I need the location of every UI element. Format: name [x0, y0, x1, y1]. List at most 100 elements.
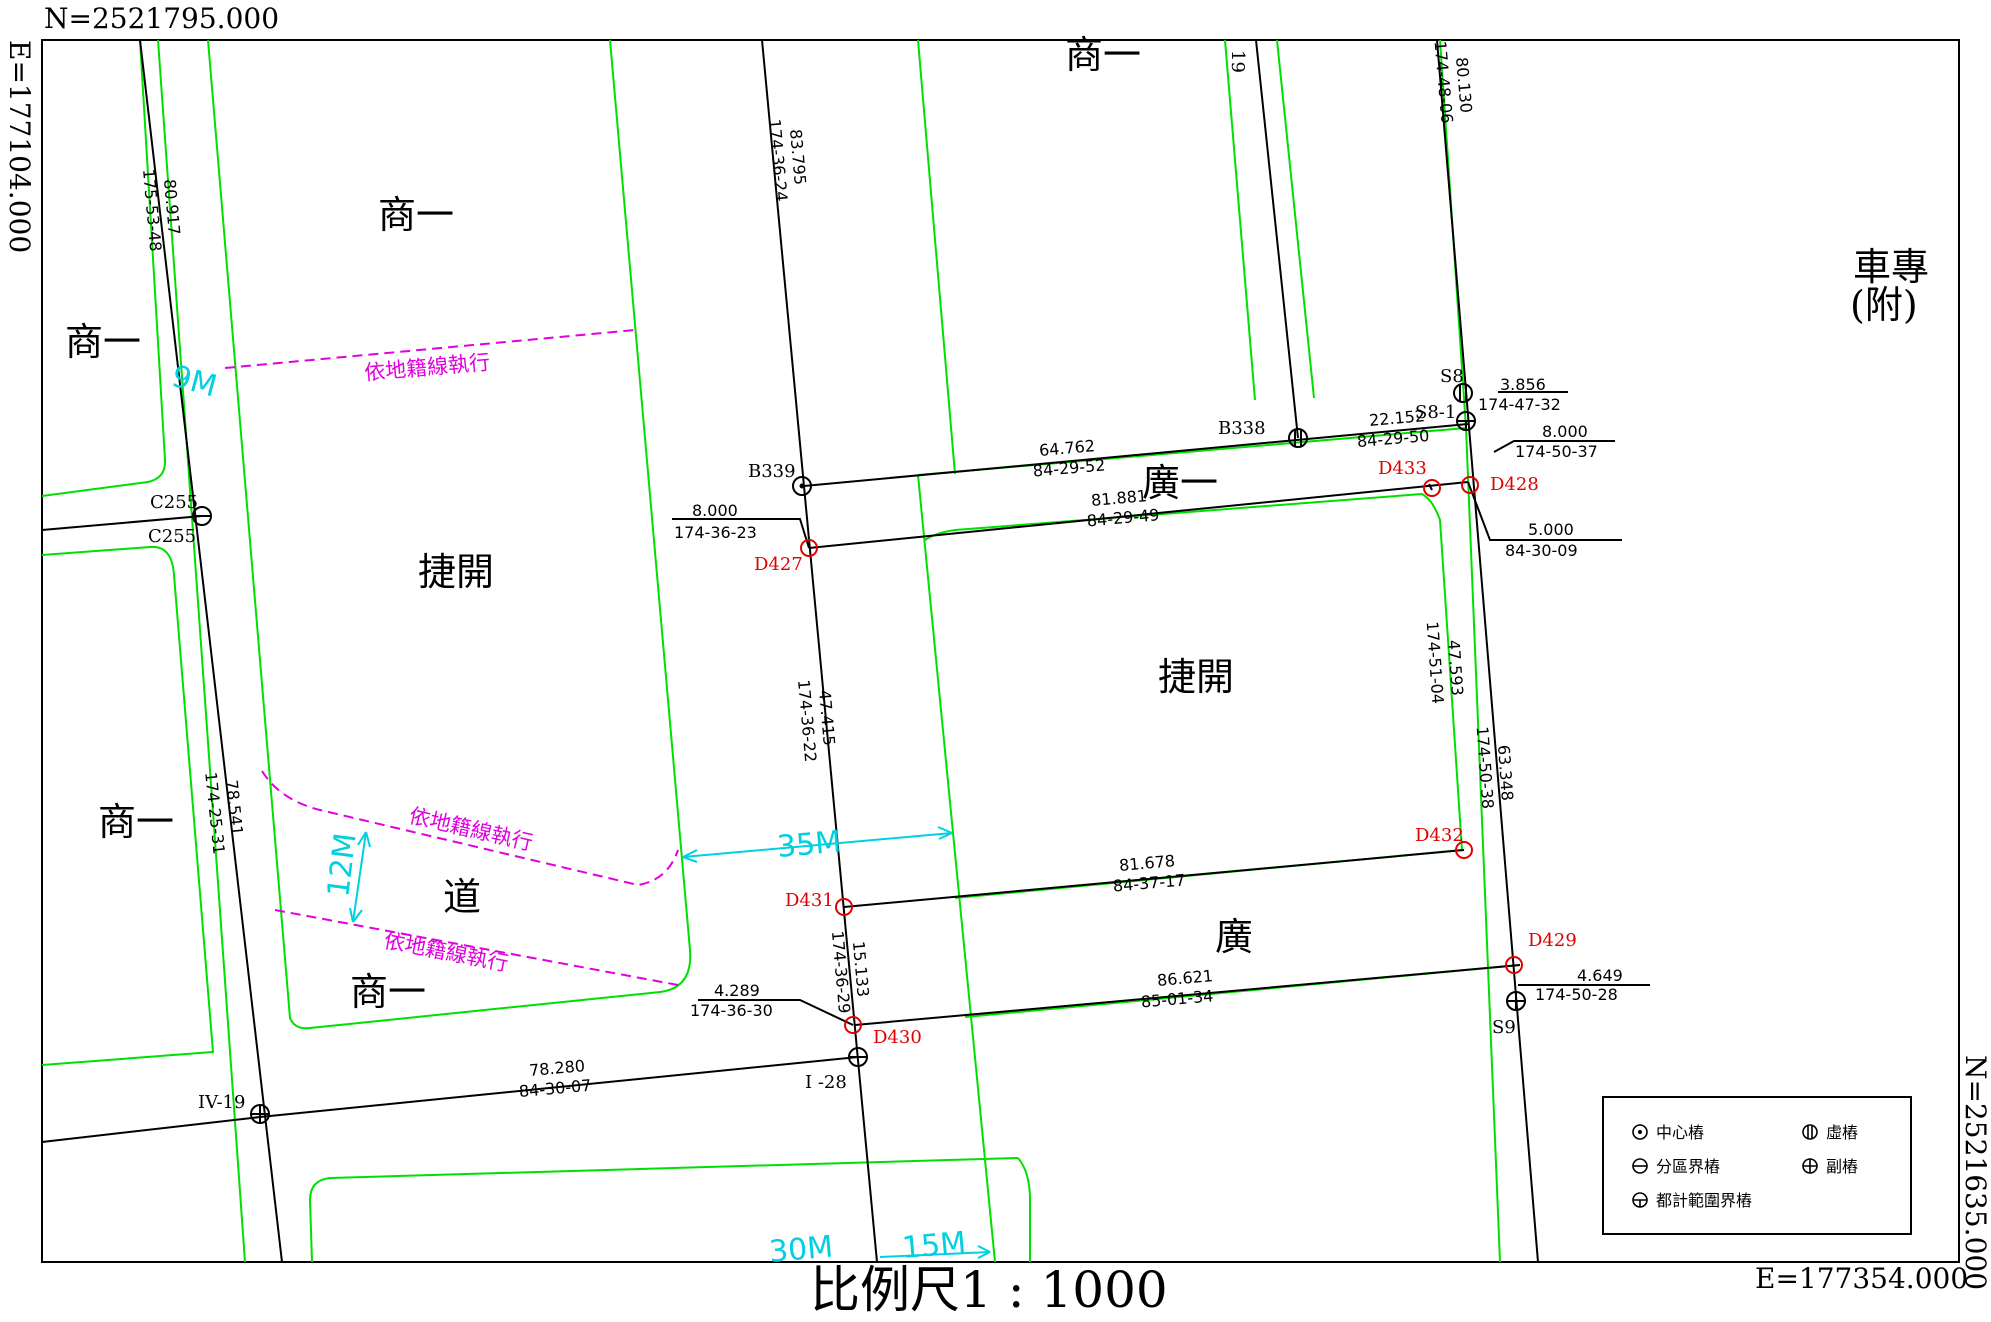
cadastral-lines: [224, 329, 679, 986]
legend-box: [1602, 1096, 1912, 1235]
distance-label: 4.649: [1577, 966, 1623, 985]
cadastral-annotation: 依地籍線執行: [407, 803, 535, 855]
point-label: D431: [785, 890, 834, 911]
point-label: C255: [148, 526, 196, 547]
red-points: [800, 476, 1523, 1034]
distance-label: 15.133: [849, 940, 873, 997]
red-point-icon: [835, 898, 853, 916]
distance-label: 8.000: [692, 501, 738, 520]
distance-label: 81.678: [1118, 851, 1175, 875]
bearing-label: 174-51-04: [1423, 621, 1448, 705]
width-label: 35M: [776, 825, 843, 865]
zone-label: 車專: [1853, 245, 1929, 289]
legend: 中心樁 虛樁 分區界樁 副樁 都計範圍界樁: [1602, 1096, 1912, 1235]
distance-label: 83.795: [786, 128, 810, 185]
scale-label: 比例尺1 : 1000: [810, 1261, 1168, 1319]
distance-label: 5.000: [1528, 520, 1574, 539]
point-label: C255: [150, 492, 198, 513]
district-point-icon: [1632, 1158, 1648, 1174]
east-coordinate-left: E=177104.000: [3, 40, 36, 254]
point-label: D427: [754, 554, 803, 575]
point-label: S8: [1440, 366, 1464, 387]
district-point-icon: [848, 1047, 868, 1067]
virtual-point-icon: [1453, 383, 1473, 403]
bearing-label: 85-01-34: [1140, 986, 1214, 1011]
cadastral-annotation: 依地籍線執行: [363, 350, 491, 385]
width-label: 30M: [768, 1230, 835, 1270]
virtual-point-icon: [1288, 428, 1308, 448]
center-point-icon: [1632, 1124, 1648, 1140]
east-coordinate-bottom: E=177354.000: [1755, 1262, 1969, 1295]
bearing-label: 174-36-23: [674, 523, 757, 542]
survey-lines: [41, 39, 1650, 1263]
red-point-icon: [800, 539, 818, 557]
distance-label: 3.856: [1500, 375, 1546, 394]
red-point-icon: [844, 1016, 862, 1034]
legend-label: 虛樁: [1826, 1123, 1858, 1142]
secondary-point-icon: [1506, 991, 1526, 1011]
red-point-icon: [1423, 479, 1441, 497]
zone-label: 商一: [350, 970, 426, 1014]
survey-points: [192, 383, 1526, 1124]
point-label: I -28: [805, 1072, 847, 1093]
zone-label: 商一: [65, 320, 141, 364]
point-label: D433: [1378, 458, 1427, 479]
cadastral-annotation: 依地籍線執行: [382, 928, 510, 976]
point-label: D429: [1528, 930, 1577, 951]
zone-label: 廣: [1215, 915, 1253, 959]
measurements: 80.130 174-48-06 83.795 174-36-24 80.917…: [139, 40, 1623, 1101]
secondary-point-icon: [250, 1104, 270, 1124]
point-label: B338: [1218, 418, 1266, 439]
bearing-label: 174-47-32: [1478, 395, 1561, 414]
zone-label: 捷開: [1158, 655, 1234, 699]
width-label: 9M: [168, 359, 221, 404]
bearing-label: 174-50-28: [1535, 985, 1618, 1004]
distance-label: 8.000: [1542, 422, 1588, 441]
distance-label: 64.762: [1038, 436, 1095, 460]
width-dimensions: [349, 826, 991, 1259]
point-label: D428: [1490, 474, 1539, 495]
red-point-icon: [1455, 841, 1473, 859]
bearing-label: 174-36-30: [690, 1001, 773, 1020]
point-label: B339: [748, 461, 796, 482]
north-coordinate-top: N=2521795.000: [44, 2, 280, 35]
legend-label: 中心樁: [1656, 1123, 1704, 1142]
zone-label: 商一: [98, 800, 174, 844]
zone-label: (附): [1850, 283, 1918, 327]
point-label: S9: [1492, 1017, 1516, 1038]
distance-label: 80.130: [1452, 56, 1476, 113]
distance-label: 78.280: [528, 1056, 585, 1080]
width-label: 15M: [901, 1226, 968, 1266]
bearing-label: 174-50-38: [1473, 726, 1498, 810]
bearing-label: 174-48-06: [1431, 40, 1457, 124]
distance-label: 47.415: [815, 689, 839, 746]
distance-label: 22.152: [1368, 406, 1425, 430]
distance-label: 80.917: [160, 178, 184, 235]
distance-label: 4.289: [714, 981, 760, 1000]
distance-label: 63.348: [1494, 744, 1517, 801]
distance-label: 86.621: [1156, 966, 1213, 990]
bearing-label: 174-50-37: [1515, 442, 1598, 461]
district-point-icon: [192, 506, 212, 526]
point-label: 19: [1227, 50, 1248, 73]
urban-boundary-point-icon: [1632, 1192, 1648, 1208]
bearing-label: 84-29-50: [1356, 426, 1430, 451]
red-point-icon: [1505, 956, 1523, 974]
zone-label: 捷開: [418, 550, 494, 594]
zone-label: 商一: [1065, 33, 1141, 77]
zone-label: 道: [443, 875, 481, 919]
north-coordinate-right: N=2521635.000: [1959, 1055, 1991, 1291]
map-border: [41, 39, 1960, 1263]
zoning-lines: [41, 39, 1521, 1263]
zone-label: 廣一: [1142, 461, 1218, 505]
virtual-point-icon: [1802, 1124, 1818, 1140]
point-label: S8-1: [1415, 402, 1456, 423]
width-label: 12M: [321, 831, 364, 899]
legend-label: 分區界樁: [1656, 1157, 1720, 1176]
bearing-label: 84-30-09: [1505, 541, 1578, 560]
point-label: IV-19: [198, 1092, 245, 1113]
distance-label: 81.881: [1090, 486, 1147, 510]
distance-label: 47.593: [1444, 639, 1467, 696]
urban-boundary-point-icon: [1456, 411, 1476, 431]
